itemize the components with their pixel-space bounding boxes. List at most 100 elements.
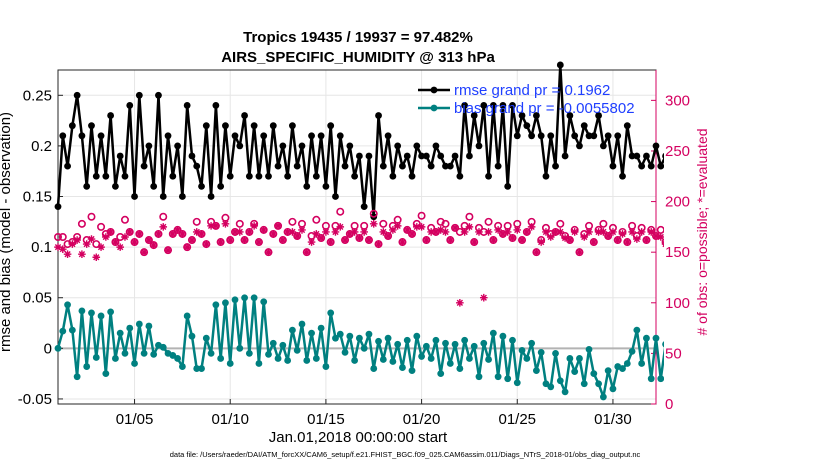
x-tick-label: 01/10 xyxy=(211,411,249,428)
chart-title-line1: Tropics 19435 / 19937 = 97.482% xyxy=(243,29,473,46)
bias-point xyxy=(604,367,612,374)
obs-evaluated-point xyxy=(226,236,235,244)
rmse-point xyxy=(236,142,244,150)
bias-point xyxy=(403,336,411,344)
obs-evaluated-point xyxy=(618,230,627,238)
bias-point xyxy=(470,342,478,350)
rmse-point xyxy=(485,172,492,180)
obs-possible-point xyxy=(192,217,201,226)
plot-area: 01/05 01/10 01/15 01/20 01/25 01/30 -0.05 0 0.05… xyxy=(18,61,690,428)
obs-possible-point xyxy=(661,238,664,246)
rmse-point xyxy=(289,122,296,130)
obs-evaluated-point xyxy=(580,233,589,241)
bias-point xyxy=(322,363,330,370)
rmse-point xyxy=(599,142,607,150)
obs-evaluated-point xyxy=(441,228,450,236)
obs-evaluated-point xyxy=(135,230,144,238)
rmse-point xyxy=(193,162,201,170)
obs-evaluated-point xyxy=(154,230,163,238)
obs-possible-point xyxy=(556,219,565,228)
obs-evaluated-point xyxy=(403,226,412,234)
rmse-point xyxy=(183,102,191,109)
obs-evaluated-point xyxy=(264,248,273,256)
bias-point xyxy=(231,296,239,304)
obs-evaluated-point xyxy=(274,222,282,230)
y-axis-right-label: # of obs: o=possible; *=evaluated xyxy=(694,128,710,335)
obs-evaluated-point xyxy=(389,226,397,234)
bias-point xyxy=(351,357,359,364)
bias-point xyxy=(202,334,210,342)
bias-point xyxy=(178,363,186,370)
x-tick-label: 01/15 xyxy=(307,411,345,428)
rmse-point xyxy=(628,152,636,160)
bias-point xyxy=(336,330,344,338)
obs-evaluated-point xyxy=(465,223,474,231)
rmse-point xyxy=(116,152,124,160)
obs-possible-point xyxy=(92,240,101,249)
bias-point xyxy=(150,351,158,358)
rmse-point xyxy=(260,132,268,140)
rmse-point xyxy=(662,153,664,160)
bias-point xyxy=(59,327,67,335)
bias-point xyxy=(250,294,258,302)
rmse-point xyxy=(389,172,397,180)
obs-possible-point xyxy=(484,217,493,226)
obs-possible-point xyxy=(87,212,96,221)
series-group xyxy=(53,61,664,401)
obs-evaluated-point xyxy=(422,236,431,244)
bias-point xyxy=(341,348,349,356)
obs-evaluated-point xyxy=(513,226,522,234)
rmse-point xyxy=(509,102,516,109)
obs-evaluated-point xyxy=(393,222,402,230)
rmse-point xyxy=(408,172,416,180)
rmse-point xyxy=(322,182,330,190)
bias-point xyxy=(217,355,225,362)
bias-point xyxy=(284,357,292,364)
obs-evaluated-point xyxy=(609,228,617,236)
rmse-point xyxy=(580,122,588,130)
rmse-point xyxy=(619,172,626,180)
obs-evaluated-point xyxy=(350,228,359,236)
obs-evaluated-point xyxy=(594,228,603,236)
obs-evaluated-point xyxy=(216,238,225,246)
obs-evaluated-point xyxy=(446,236,455,244)
rmse-point xyxy=(317,132,325,140)
rmse-point xyxy=(365,152,373,160)
rmse-point xyxy=(336,132,344,140)
bias-point xyxy=(518,346,526,354)
bias-point xyxy=(360,344,368,352)
bias-point xyxy=(590,370,598,378)
rmse-point xyxy=(64,162,71,170)
rmse-point xyxy=(652,142,660,150)
bias-point xyxy=(346,332,354,340)
rmse-point xyxy=(169,172,177,180)
rmse-point xyxy=(351,172,359,180)
obs-evaluated-point xyxy=(537,238,545,246)
obs-evaluated-point xyxy=(106,228,115,236)
obs-evaluated-point xyxy=(374,240,383,248)
bias-point xyxy=(394,340,402,348)
bias-point xyxy=(576,355,583,362)
obs-evaluated-point xyxy=(542,228,550,236)
obs-evaluated-point xyxy=(188,236,196,244)
rmse-point xyxy=(427,162,435,170)
obs-evaluated-point xyxy=(546,233,555,241)
bias-point xyxy=(135,320,143,328)
obs-evaluated-point xyxy=(585,228,593,236)
obs-evaluated-point xyxy=(322,228,330,236)
rmse-point xyxy=(150,182,158,190)
bias-point xyxy=(494,373,502,381)
rmse-point xyxy=(643,152,650,160)
rmse-point xyxy=(121,172,129,180)
obs-evaluated-point xyxy=(293,232,301,240)
obs-evaluated-point xyxy=(58,245,67,253)
obs-evaluated-point xyxy=(532,248,541,256)
y-left-tick-label: 0.05 xyxy=(23,290,52,307)
rmse-point xyxy=(657,162,664,170)
bias-point xyxy=(140,349,148,357)
bias-point xyxy=(193,365,201,372)
x-tick-label: 01/05 xyxy=(116,411,154,428)
rmse-point xyxy=(609,162,617,170)
obs-evaluated-point xyxy=(484,228,493,236)
rmse-point xyxy=(269,122,277,130)
